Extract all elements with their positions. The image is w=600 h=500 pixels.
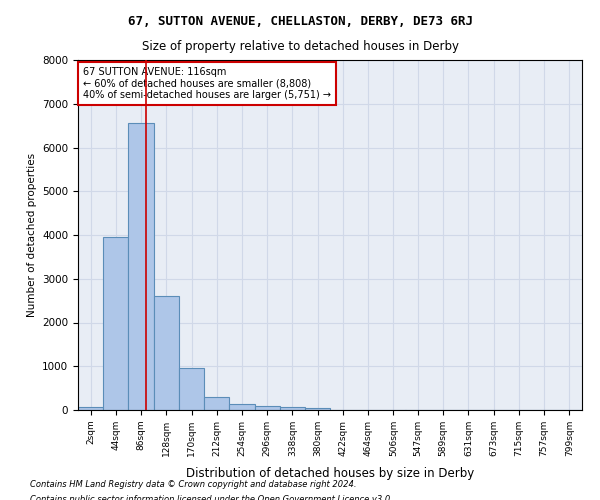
- Bar: [254, 406, 280, 410]
- Bar: [179, 368, 204, 410]
- X-axis label: Distribution of detached houses by size in Derby: Distribution of detached houses by size …: [186, 467, 474, 480]
- Bar: [103, 237, 128, 410]
- Y-axis label: Number of detached properties: Number of detached properties: [26, 153, 37, 317]
- Text: 67 SUTTON AVENUE: 116sqm
← 60% of detached houses are smaller (8,808)
40% of sem: 67 SUTTON AVENUE: 116sqm ← 60% of detach…: [83, 67, 331, 100]
- Bar: [204, 397, 229, 410]
- Text: Size of property relative to detached houses in Derby: Size of property relative to detached ho…: [142, 40, 458, 53]
- Bar: [154, 296, 179, 410]
- Text: Contains public sector information licensed under the Open Government Licence v3: Contains public sector information licen…: [30, 495, 393, 500]
- Bar: [280, 406, 305, 410]
- Bar: [78, 406, 103, 410]
- Bar: [305, 408, 331, 410]
- Bar: [229, 404, 254, 410]
- Bar: [128, 124, 154, 410]
- Text: Contains HM Land Registry data © Crown copyright and database right 2024.: Contains HM Land Registry data © Crown c…: [30, 480, 356, 489]
- Text: 67, SUTTON AVENUE, CHELLASTON, DERBY, DE73 6RJ: 67, SUTTON AVENUE, CHELLASTON, DERBY, DE…: [128, 15, 473, 28]
